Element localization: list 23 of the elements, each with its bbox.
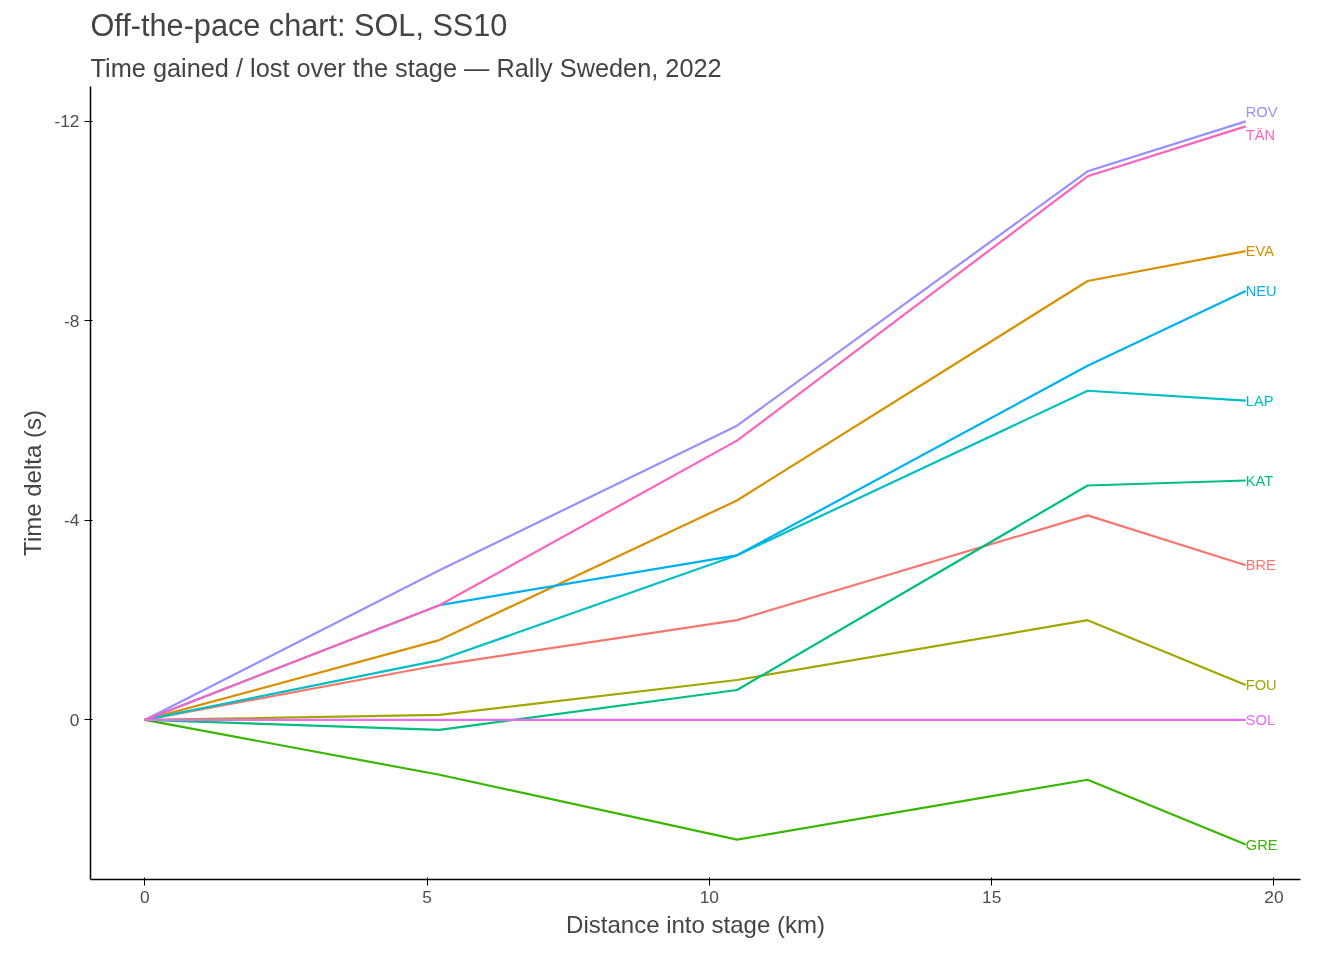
series-label: TÄN <box>1245 127 1276 144</box>
series-label: ROV <box>1245 104 1278 121</box>
x-tick-label: 5 <box>422 886 432 907</box>
chart-title: Off-the-pace chart: SOL, SS10 <box>90 7 508 43</box>
y-tick-label: -8 <box>64 310 80 331</box>
series-label: NEU <box>1245 282 1277 299</box>
chart-subtitle: Time gained / lost over the stage — Rally Sweden, 2022 <box>90 53 722 82</box>
x-tick-label: 20 <box>1264 886 1284 907</box>
y-tick-label: 0 <box>69 709 80 730</box>
x-tick-label: 0 <box>139 886 150 907</box>
series-label: GRE <box>1245 836 1278 853</box>
series-label: LAP <box>1245 392 1274 409</box>
series-label: FOU <box>1245 676 1277 693</box>
series-label: EVA <box>1245 243 1275 260</box>
x-tick-label: 15 <box>982 886 1002 907</box>
series-label: BRE <box>1245 557 1277 574</box>
series-label: KAT <box>1245 472 1274 489</box>
series-label: SOL <box>1245 711 1276 728</box>
x-tick-label: 10 <box>699 886 719 907</box>
y-tick-label: -12 <box>54 111 80 132</box>
y-tick-label: -4 <box>64 510 80 531</box>
y-axis-title: Time delta (s) <box>19 410 47 556</box>
x-axis-title: Distance into stage (km) <box>566 910 825 938</box>
